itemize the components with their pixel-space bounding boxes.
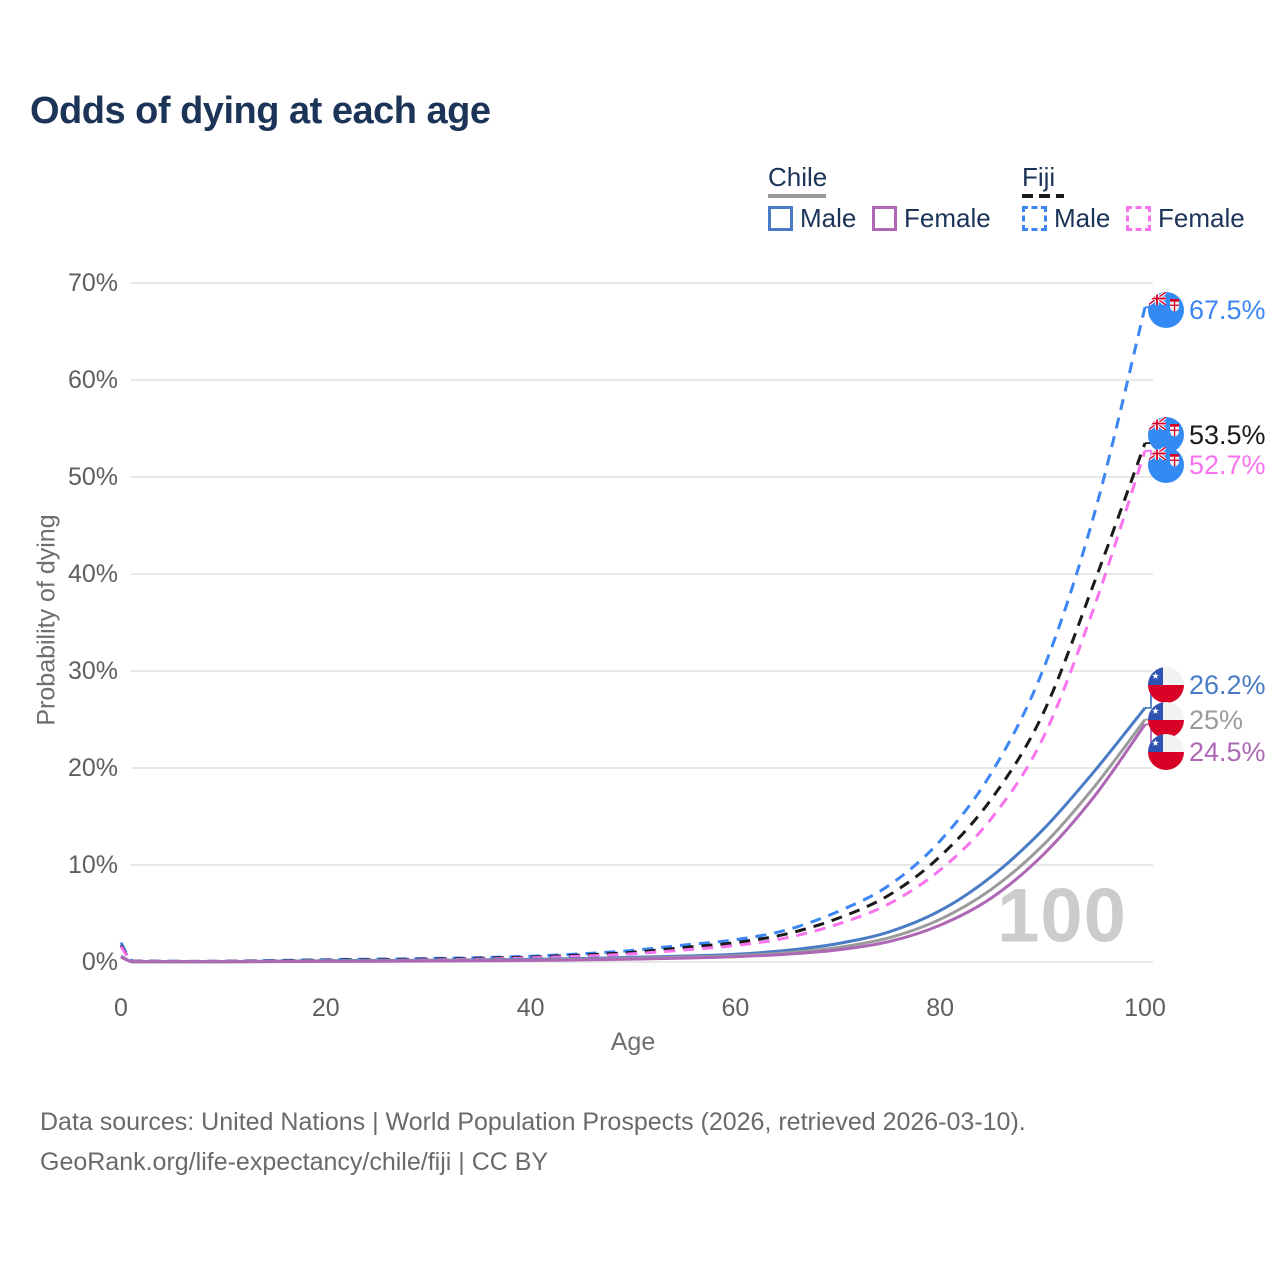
chile-flag-icon	[1148, 667, 1184, 703]
end-label-chile-female: 24.5%	[1148, 734, 1266, 770]
x-tick-label: 40	[516, 994, 545, 1022]
line-fiji-female	[119, 450, 1147, 963]
legend-chile-line-swatch	[768, 194, 826, 198]
chile-flag-icon	[1148, 702, 1184, 738]
line-fiji-male	[119, 306, 1147, 963]
legend-label-fiji-female: Female	[1158, 203, 1245, 233]
x-axis-title: Age	[610, 1028, 656, 1056]
end-label-chile-total: 25%	[1148, 702, 1243, 738]
age-counter-watermark: 100	[997, 873, 1127, 959]
y-tick-label: 60%	[67, 366, 118, 394]
line-chile-female	[120, 723, 1147, 964]
y-tick-label: 40%	[67, 560, 118, 588]
y-tick-label: 10%	[67, 851, 118, 879]
legend-swatch-chile-male	[768, 206, 793, 231]
chile-flag-icon	[1148, 734, 1184, 770]
legend-label-chile-male: Male	[800, 203, 857, 233]
line-chile-male	[120, 706, 1147, 964]
line-fiji-total	[119, 442, 1147, 963]
fiji-flag-icon	[1148, 447, 1184, 483]
legend-swatch-fiji-female	[1126, 206, 1151, 231]
legend-label-chile-female: Female	[904, 203, 991, 233]
x-tick-label: 20	[311, 994, 340, 1022]
end-label-value-chile-male: 26.2%	[1189, 669, 1266, 700]
end-label-fiji-female: 52.7%	[1148, 447, 1266, 483]
legend-swatch-fiji-male	[1022, 206, 1047, 231]
end-label-value-fiji-male: 67.5%	[1189, 294, 1266, 325]
y-tick-label: 0%	[81, 948, 118, 976]
x-tick-label: 80	[926, 994, 955, 1022]
end-label-value-chile-female: 24.5%	[1189, 736, 1266, 767]
end-label-value-chile-total: 25%	[1189, 704, 1244, 735]
end-label-value-fiji-female: 52.7%	[1189, 449, 1266, 480]
x-tick-label: 100	[1124, 994, 1166, 1022]
attribution-text: GeoRank.org/life-expectancy/chile/fiji |…	[40, 1148, 549, 1176]
legend-country-chile: Chile	[768, 162, 828, 192]
y-tick-label: 70%	[67, 269, 118, 297]
x-tick-label: 0	[114, 994, 128, 1022]
fiji-flag-icon	[1148, 292, 1184, 328]
y-tick-label: 20%	[67, 754, 118, 782]
x-tick-label: 60	[721, 994, 750, 1022]
legend-fiji-line-swatch	[1022, 194, 1064, 198]
legend-swatch-chile-female	[872, 206, 897, 231]
legend-label-fiji-male: Male	[1054, 203, 1111, 233]
end-label-fiji-total: 53.5%	[1148, 417, 1266, 453]
end-label-value-fiji-total: 53.5%	[1189, 419, 1266, 450]
chart-title: Odds of dying at each age	[30, 90, 491, 132]
y-tick-label: 30%	[67, 657, 118, 685]
line-chile-total	[120, 718, 1147, 964]
y-tick-label: 50%	[67, 463, 118, 491]
legend-country-fiji: Fiji	[1022, 162, 1056, 192]
end-label-chile-male: 26.2%	[1148, 667, 1266, 703]
data-sources-text: Data sources: United Nations | World Pop…	[40, 1108, 1026, 1136]
end-label-fiji-male: 67.5%	[1148, 292, 1266, 328]
